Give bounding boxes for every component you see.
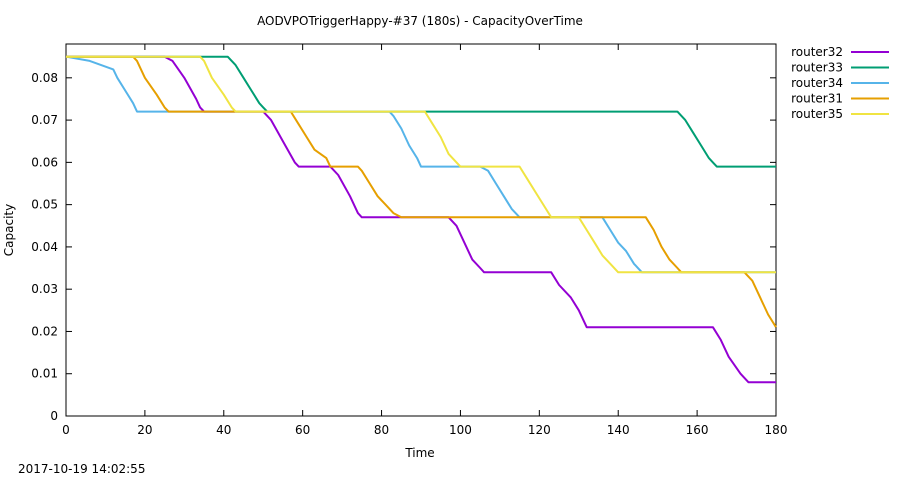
x-axis-label: Time xyxy=(404,446,434,460)
x-tick-label: 160 xyxy=(686,423,709,437)
x-tick-label: 20 xyxy=(137,423,152,437)
series-line-router32 xyxy=(66,55,776,384)
y-tick-label: 0.08 xyxy=(31,71,58,85)
series-lines xyxy=(65,55,777,384)
axis-tick-labels: 0 20 40 60 80 100 120 140 160 180 0 0.01 0.02 0.03 0.0… xyxy=(31,71,787,437)
plot-frame xyxy=(65,43,777,417)
y-tick-label: 0.07 xyxy=(31,113,58,127)
legend-label-router31: router31 xyxy=(791,92,843,106)
legend-label-router32: router32 xyxy=(791,45,843,59)
y-tick-label: 0.03 xyxy=(31,282,58,296)
series-line-router33 xyxy=(66,55,776,168)
series-line-router34 xyxy=(65,55,776,274)
x-tick-label: 80 xyxy=(374,423,389,437)
series-line-router35 xyxy=(66,55,776,274)
y-tick-label: 0.06 xyxy=(31,155,58,169)
x-tick-label: 140 xyxy=(607,423,630,437)
x-tick-label: 40 xyxy=(216,423,231,437)
x-tick-label: 120 xyxy=(528,423,551,437)
y-tick-label: 0.01 xyxy=(31,367,58,381)
y-axis-label: Capacity xyxy=(2,204,16,256)
x-tick-label: 100 xyxy=(449,423,472,437)
x-tick-label: 60 xyxy=(295,423,310,437)
legend-label-router35: router35 xyxy=(791,107,843,121)
x-tick-label: 180 xyxy=(765,423,788,437)
axis-ticks xyxy=(65,44,777,417)
generated-timestamp: 2017-10-19 14:02:55 xyxy=(18,462,146,476)
y-tick-label: 0.05 xyxy=(31,198,58,212)
x-tick-label: 0 xyxy=(62,423,70,437)
y-tick-label: 0 xyxy=(50,409,58,423)
y-tick-label: 0.04 xyxy=(31,240,58,254)
y-tick-label: 0.02 xyxy=(31,324,58,338)
legend-label-router33: router33 xyxy=(791,61,843,75)
series-line-router31 xyxy=(66,55,777,328)
chart-title: AODVPOTriggerHappy-#37 (180s) - Capacity… xyxy=(257,14,583,28)
legend-label-router34: router34 xyxy=(791,76,843,90)
plot-border xyxy=(65,43,777,417)
